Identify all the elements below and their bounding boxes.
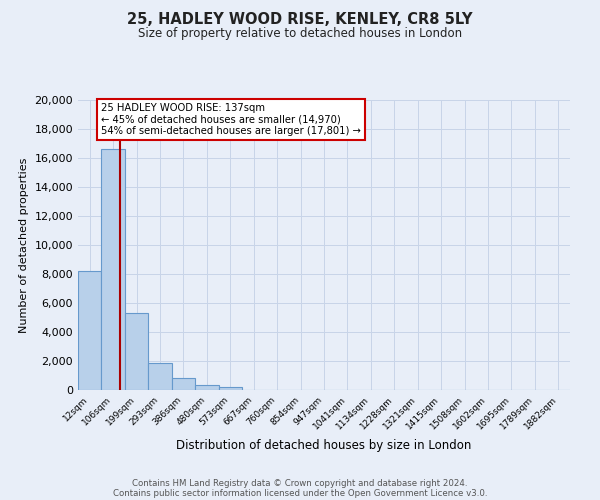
Bar — [195, 386, 218, 390]
Bar — [101, 150, 125, 390]
Bar — [78, 271, 101, 390]
X-axis label: Distribution of detached houses by size in London: Distribution of detached houses by size … — [176, 440, 472, 452]
Bar — [172, 378, 195, 390]
Y-axis label: Number of detached properties: Number of detached properties — [19, 158, 29, 332]
Bar — [218, 387, 242, 390]
Text: 25, HADLEY WOOD RISE, KENLEY, CR8 5LY: 25, HADLEY WOOD RISE, KENLEY, CR8 5LY — [127, 12, 473, 28]
Bar — [148, 363, 172, 390]
Text: Contains HM Land Registry data © Crown copyright and database right 2024.: Contains HM Land Registry data © Crown c… — [132, 478, 468, 488]
Text: Size of property relative to detached houses in London: Size of property relative to detached ho… — [138, 28, 462, 40]
Bar — [125, 313, 148, 390]
Text: Contains public sector information licensed under the Open Government Licence v3: Contains public sector information licen… — [113, 488, 487, 498]
Text: 25 HADLEY WOOD RISE: 137sqm
← 45% of detached houses are smaller (14,970)
54% of: 25 HADLEY WOOD RISE: 137sqm ← 45% of det… — [101, 103, 361, 136]
